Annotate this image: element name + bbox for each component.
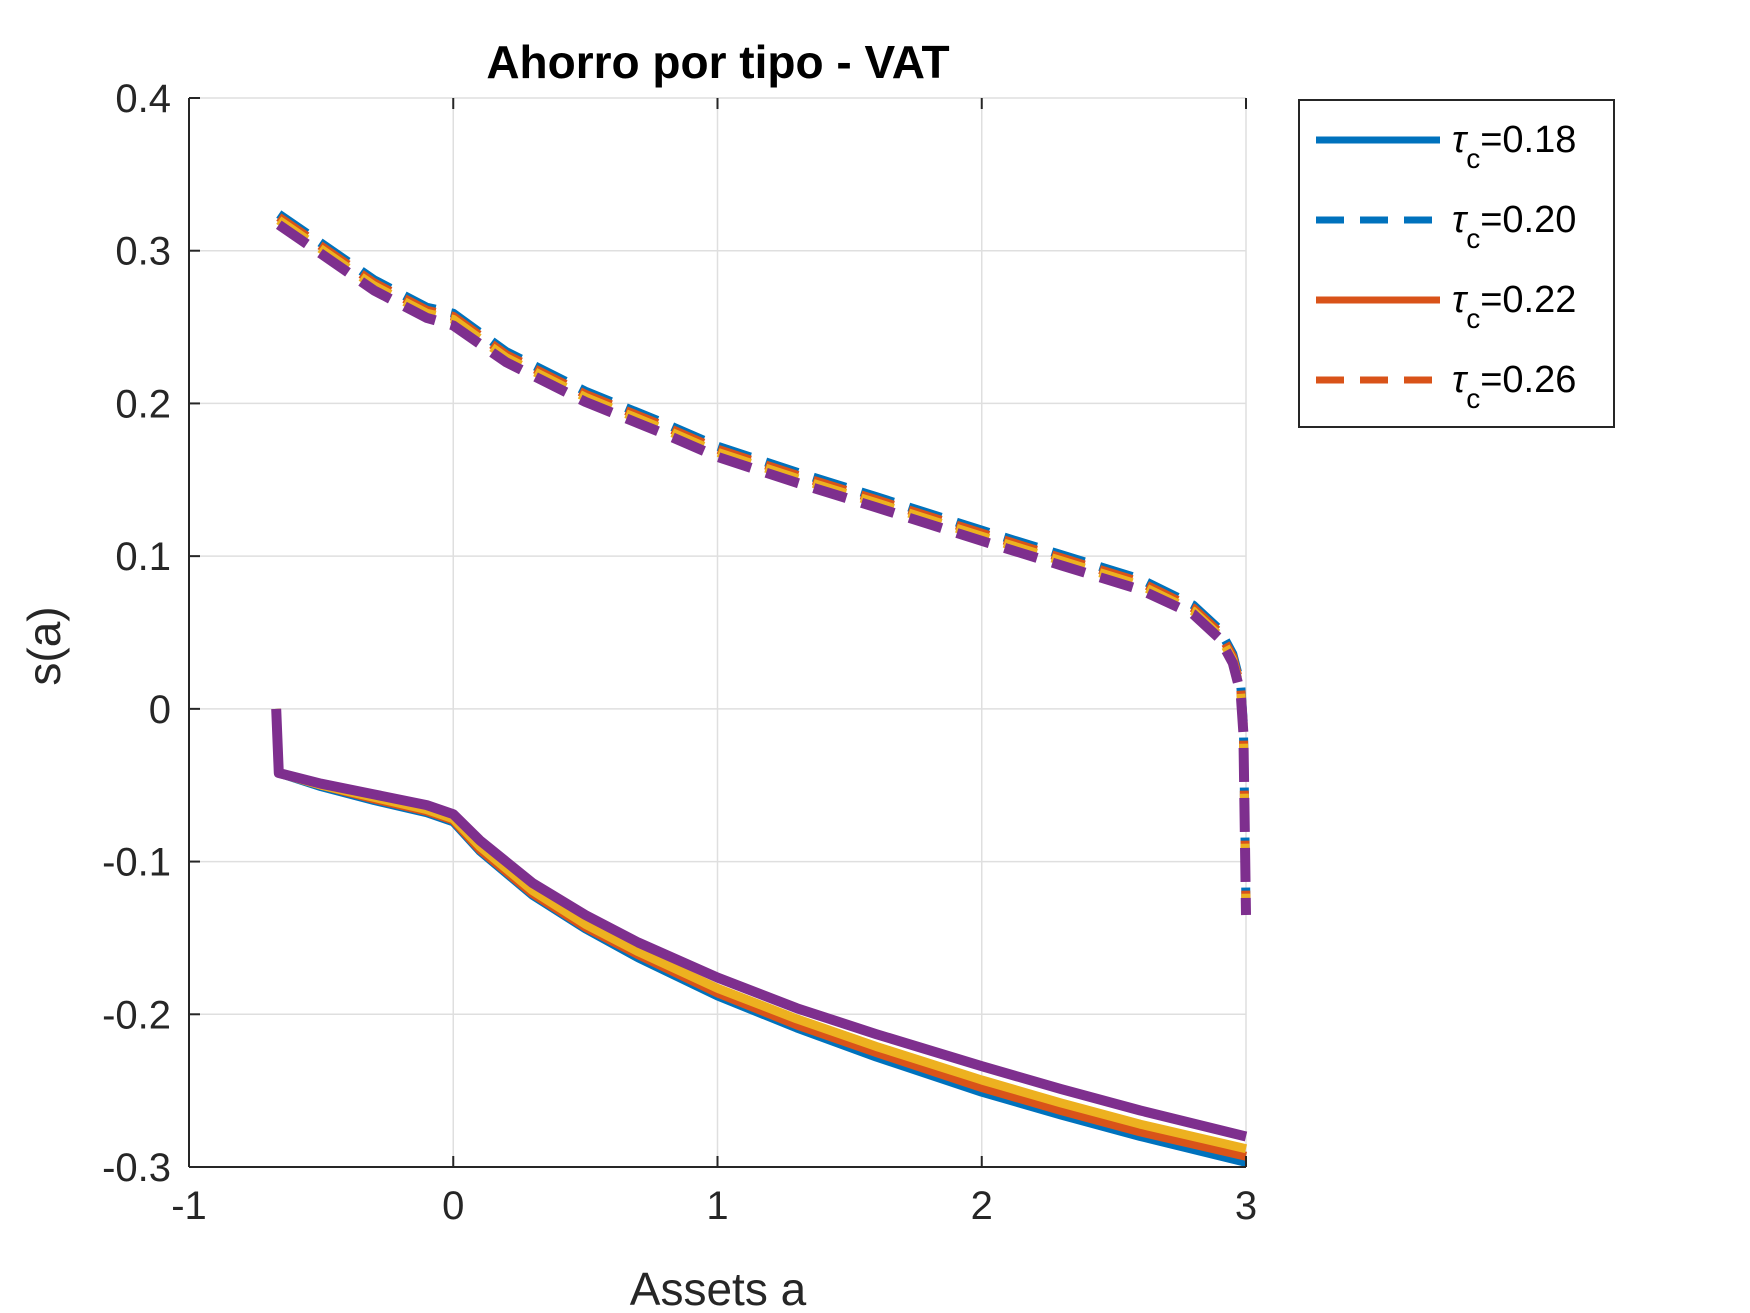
legend-symbol: τ — [1452, 119, 1469, 161]
legend-subscript: c — [1466, 383, 1480, 414]
x-tick-label: 0 — [442, 1184, 464, 1228]
legend-label: τc=0.18 — [1452, 119, 1576, 174]
legend-label: τc=0.20 — [1452, 199, 1576, 254]
legend-value: =0.18 — [1480, 119, 1576, 161]
legend-value: =0.26 — [1480, 359, 1576, 401]
legend-symbol: τ — [1452, 279, 1469, 321]
tick-labels: -1 0 1 2 3 -0.3 -0.2 -0.1 0 0.1 0.2 0.3 0.4 — [102, 77, 1257, 1228]
legend-value: =0.20 — [1480, 199, 1576, 241]
x-tick-label: 3 — [1235, 1184, 1257, 1228]
y-tick-label: -0.3 — [102, 1146, 171, 1190]
x-tick-label: 2 — [971, 1184, 993, 1228]
y-tick-label: -0.2 — [102, 993, 171, 1037]
y-tick-label: 0.2 — [115, 382, 171, 426]
y-tick-label: 0.1 — [115, 535, 171, 579]
axes — [188, 97, 1247, 1168]
y-tick-label: 0.3 — [115, 230, 171, 274]
y-tick-label: -0.1 — [102, 841, 171, 885]
series-line-dashed — [275, 220, 1251, 916]
legend-subscript: c — [1466, 143, 1480, 174]
series-line-solid — [271, 708, 1248, 1142]
legend-subscript: c — [1466, 303, 1480, 334]
legend-box — [1298, 99, 1615, 428]
legend-subscript: c — [1466, 223, 1480, 254]
legend-value: =0.22 — [1480, 279, 1576, 321]
y-tick-label: 0.4 — [115, 77, 171, 121]
chart-title: Ahorro por tipo - VAT — [486, 36, 949, 88]
legend-label: τc=0.22 — [1452, 279, 1576, 334]
x-tick-label: 1 — [706, 1184, 728, 1228]
legend-label: τc=0.26 — [1452, 359, 1576, 414]
y-tick-label: 0 — [149, 688, 171, 732]
x-tick-label: -1 — [171, 1184, 207, 1228]
series-layer — [271, 210, 1251, 1167]
legend-symbol: τ — [1452, 359, 1469, 401]
y-axis-label: s(a) — [18, 606, 70, 685]
legend-symbol: τ — [1452, 199, 1469, 241]
x-axis-label: Assets a — [630, 1263, 807, 1313]
